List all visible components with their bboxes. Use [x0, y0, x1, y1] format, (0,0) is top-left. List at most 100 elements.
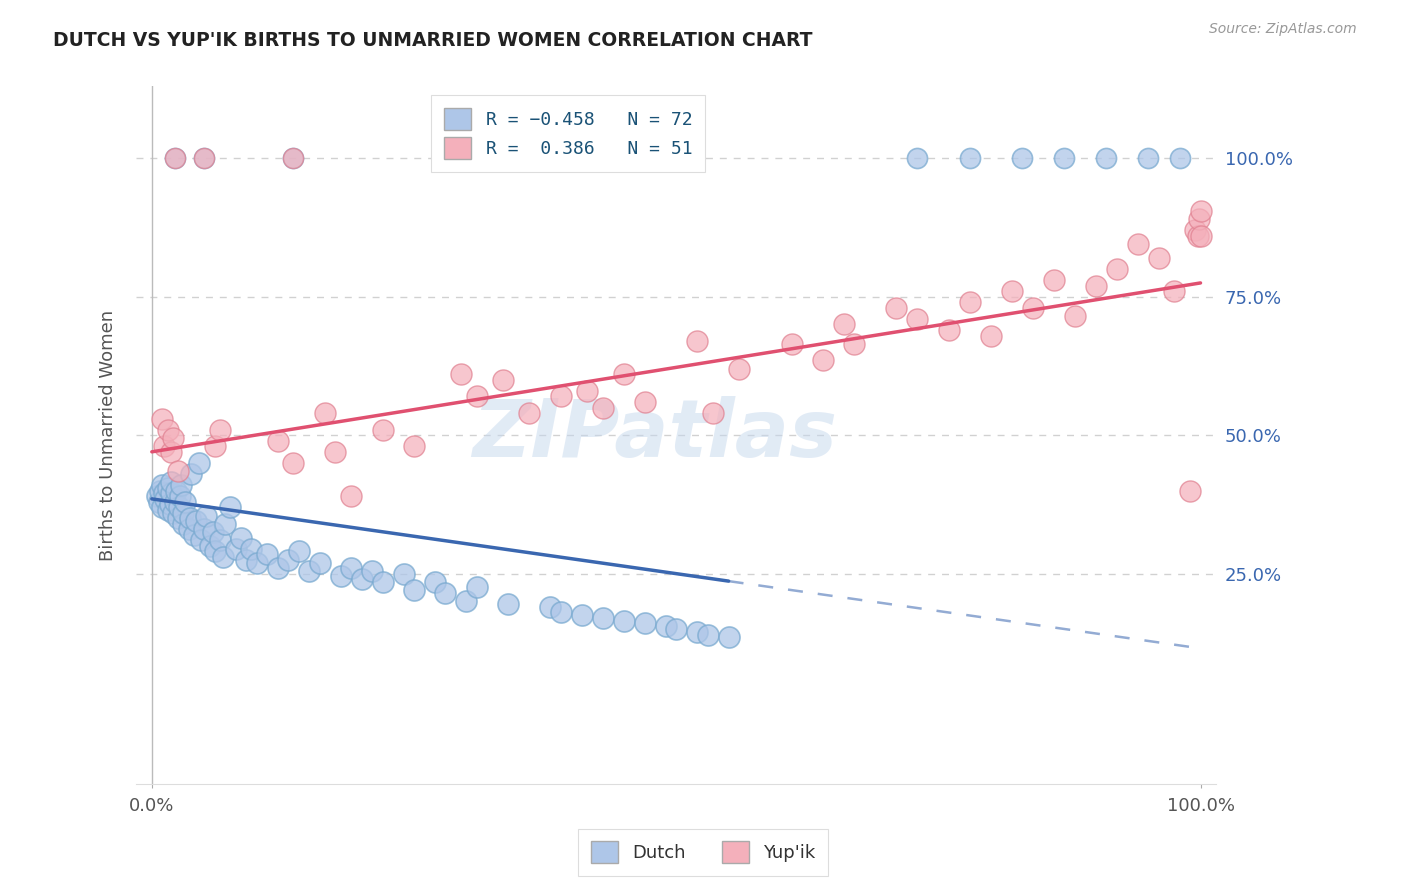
Point — [456, 594, 478, 608]
Point — [184, 514, 207, 528]
Point — [153, 439, 176, 453]
Point — [172, 506, 194, 520]
Point — [283, 152, 305, 166]
Point — [392, 566, 415, 581]
Point — [256, 547, 278, 561]
Point — [728, 361, 751, 376]
Point — [340, 489, 363, 503]
Point — [180, 467, 202, 481]
Point — [298, 564, 321, 578]
Point — [519, 406, 541, 420]
Point — [155, 491, 177, 506]
Point — [1137, 152, 1160, 166]
Point — [1187, 228, 1209, 243]
Point — [165, 483, 187, 498]
Point — [592, 611, 614, 625]
Point — [163, 152, 186, 166]
Point — [1022, 301, 1045, 315]
Point — [246, 556, 269, 570]
Point — [361, 564, 384, 578]
Point — [905, 152, 928, 166]
Point — [371, 574, 394, 589]
Point — [811, 353, 834, 368]
Point — [190, 533, 212, 548]
Point — [538, 599, 561, 614]
Point — [402, 439, 425, 453]
Point — [212, 549, 235, 564]
Point — [229, 531, 252, 545]
Point — [195, 508, 218, 523]
Point — [150, 500, 173, 515]
Point — [1042, 273, 1064, 287]
Text: Source: ZipAtlas.com: Source: ZipAtlas.com — [1209, 22, 1357, 37]
Point — [576, 384, 599, 398]
Point — [172, 516, 194, 531]
Point — [1168, 152, 1191, 166]
Y-axis label: Births to Unmarried Women: Births to Unmarried Women — [100, 310, 117, 561]
Point — [1001, 285, 1024, 299]
Point — [905, 312, 928, 326]
Point — [153, 486, 176, 500]
Point — [193, 522, 215, 536]
Point — [498, 597, 520, 611]
Point — [188, 456, 211, 470]
Point — [717, 630, 740, 644]
Point — [235, 553, 257, 567]
Point — [465, 581, 488, 595]
Point — [613, 368, 636, 382]
Point — [163, 494, 186, 508]
Point — [492, 373, 515, 387]
Point — [1084, 278, 1107, 293]
Point — [1095, 152, 1118, 166]
Point — [665, 622, 688, 636]
Point — [167, 511, 190, 525]
Point — [1188, 212, 1211, 227]
Point — [193, 152, 215, 166]
Point — [634, 395, 657, 409]
Point — [1147, 251, 1170, 265]
Point — [156, 481, 179, 495]
Point — [1189, 228, 1212, 243]
Point — [208, 533, 231, 548]
Point — [169, 489, 191, 503]
Point — [225, 541, 247, 556]
Point — [150, 411, 173, 425]
Point — [219, 500, 242, 515]
Point — [1178, 483, 1201, 498]
Point — [193, 152, 215, 166]
Point — [170, 478, 193, 492]
Point — [156, 423, 179, 437]
Point — [550, 606, 572, 620]
Point — [167, 464, 190, 478]
Point — [1163, 285, 1185, 299]
Point — [1063, 309, 1085, 323]
Point — [177, 522, 200, 536]
Point — [350, 572, 373, 586]
Point — [654, 619, 676, 633]
Point — [240, 541, 263, 556]
Point — [423, 574, 446, 589]
Point — [634, 616, 657, 631]
Point — [329, 569, 352, 583]
Point — [686, 334, 709, 348]
Point — [283, 152, 305, 166]
Legend: R = −0.458   N = 72, R =  0.386   N = 51: R = −0.458 N = 72, R = 0.386 N = 51 — [432, 95, 704, 172]
Point — [340, 561, 363, 575]
Point — [287, 544, 309, 558]
Point — [702, 406, 724, 420]
Point — [162, 431, 184, 445]
Point — [266, 561, 288, 575]
Point — [550, 389, 572, 403]
Point — [844, 336, 866, 351]
Point — [159, 475, 181, 490]
Point — [571, 608, 593, 623]
Point — [886, 301, 908, 315]
Point — [592, 401, 614, 415]
Point — [450, 368, 472, 382]
Point — [159, 498, 181, 512]
Point — [959, 295, 981, 310]
Point — [149, 483, 172, 498]
Point — [204, 544, 226, 558]
Point — [208, 423, 231, 437]
Point — [1011, 152, 1033, 166]
